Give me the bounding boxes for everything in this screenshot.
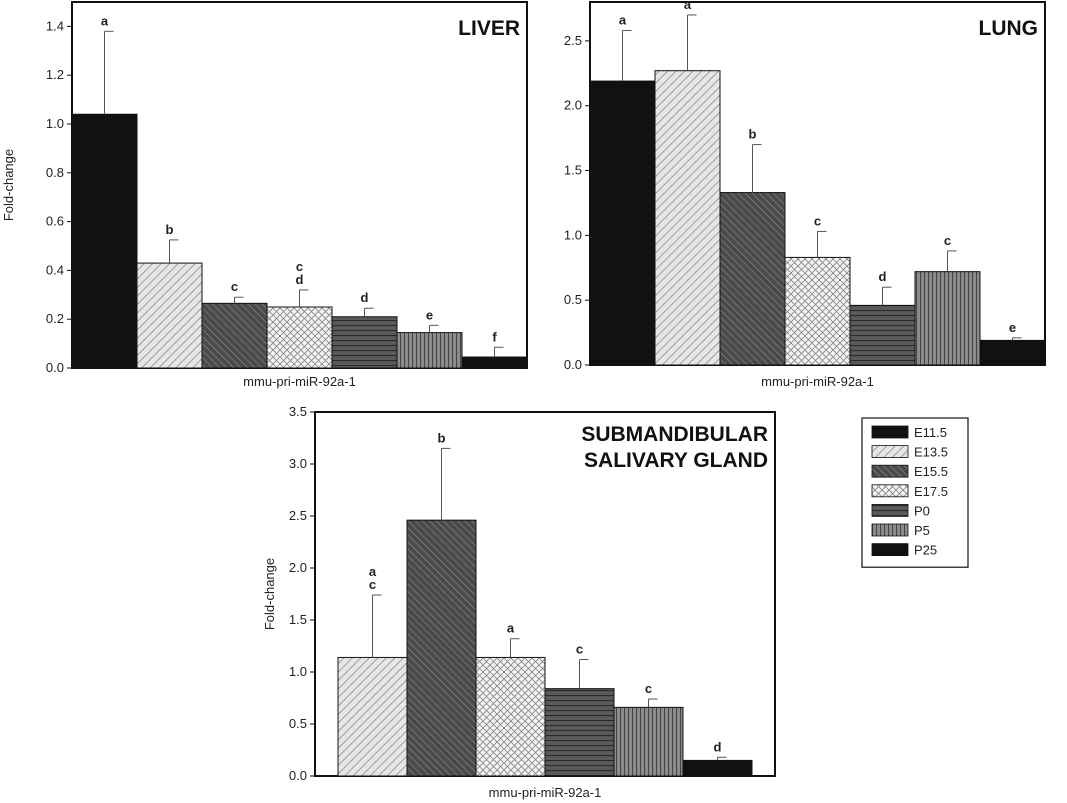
significance-label: a <box>369 564 377 579</box>
significance-label: c <box>296 259 303 274</box>
y-tick-label: 3.0 <box>289 456 307 471</box>
y-tick-label: 0.8 <box>46 165 64 180</box>
bar-p25 <box>979 339 1046 366</box>
bar-p5 <box>613 706 684 777</box>
bar-p25 <box>461 356 528 369</box>
significance-label: d <box>361 290 369 305</box>
bar-e15-5 <box>719 192 786 366</box>
bar-e17-5 <box>266 306 333 369</box>
legend-label: E11.5 <box>914 425 947 440</box>
lung-chart: 0.0 0.5 1.0 1.5 2.0 2.5 a a b c d c e LUNG mmu-pri-miR… <box>564 0 1046 389</box>
y-tick-label: 1.4 <box>46 18 64 33</box>
bar-p5 <box>396 332 463 369</box>
y-tick-label: 0.0 <box>289 768 307 783</box>
liver-chart: 0.00.20.40.60.81.01.21.4 abccddefLIVERmmu… <box>1 1 528 389</box>
y-axis-label: Fold-change <box>1 149 16 221</box>
significance-label: d <box>714 739 722 754</box>
significance-label: c <box>369 577 376 592</box>
significance-label: c <box>645 681 652 696</box>
y-tick-label: 0.4 <box>46 262 64 277</box>
significance-label: c <box>944 233 951 248</box>
y-tick-label: 1.0 <box>289 664 307 679</box>
significance-label: e <box>1009 320 1016 335</box>
significance-label: d <box>879 269 887 284</box>
legend-label: P0 <box>914 503 930 518</box>
significance-label: a <box>684 0 692 12</box>
bar-e13-5 <box>654 70 721 366</box>
y-tick-label: 2.5 <box>289 508 307 523</box>
legend-label: P5 <box>914 523 930 538</box>
y-tick-label: 0.0 <box>564 357 582 372</box>
y-tick-label: 2.5 <box>564 33 582 48</box>
bar-p0 <box>331 316 398 369</box>
y-tick-label: 2.0 <box>289 560 307 575</box>
significance-label: f <box>492 329 497 344</box>
bar-e11-5 <box>589 80 656 366</box>
y-tick-label: 0.2 <box>46 311 64 326</box>
x-axis-label: mmu-pri-miR-92a-1 <box>489 785 602 800</box>
legend-swatch <box>871 445 909 459</box>
bar-e13-5 <box>136 262 203 369</box>
y-tick-label: 0.6 <box>46 214 64 229</box>
bar-e17-5 <box>475 656 546 777</box>
significance-label: c <box>576 642 583 657</box>
legend-swatch <box>871 425 909 439</box>
y-tick-label: 3.5 <box>289 404 307 419</box>
x-axis-label: mmu-pri-miR-92a-1 <box>243 374 356 389</box>
bar-e15-5 <box>201 302 268 369</box>
legend-label: E13.5 <box>914 445 948 460</box>
panel-title: SALIVARY GLAND <box>584 449 768 472</box>
significance-label: e <box>426 307 433 322</box>
bar-p0 <box>544 688 615 777</box>
bar-e13-5 <box>337 656 408 777</box>
y-axis-label: Fold-change <box>262 558 277 630</box>
y-tick-label: 1.5 <box>289 612 307 627</box>
y-tick-label: 0.0 <box>46 360 64 375</box>
salivary-gland-chart: 0.00.51.01.52.02.53.03.5acbaccdSUBMANDIB… <box>262 404 776 800</box>
significance-label: c <box>814 213 821 228</box>
significance-label: b <box>166 222 174 237</box>
significance-label: b <box>749 127 757 142</box>
significance-label: a <box>507 621 515 636</box>
legend-swatch <box>871 464 909 478</box>
y-tick-label: 2.0 <box>564 98 582 113</box>
significance-label: b <box>438 430 446 445</box>
y-tick-label: 1.5 <box>564 163 582 178</box>
legend-swatch <box>871 503 909 517</box>
y-tick-label: 0.5 <box>564 292 582 307</box>
bar-p5 <box>914 271 981 366</box>
legend-label: E17.5 <box>914 484 948 499</box>
legend-label: P25 <box>914 543 937 558</box>
bar-e15-5 <box>406 519 477 777</box>
y-tick-label: 1.0 <box>46 116 64 131</box>
panel-title: LUNG <box>979 17 1039 40</box>
y-tick-label: 1.0 <box>564 227 582 242</box>
bar-p0 <box>849 304 916 366</box>
legend-swatch <box>871 523 909 537</box>
significance-label: a <box>619 13 627 28</box>
significance-label: a <box>101 13 109 28</box>
legend-label: E15.5 <box>914 464 948 479</box>
significance-label: d <box>296 272 304 287</box>
y-tick-label: 0.5 <box>289 716 307 731</box>
bar-e11-5 <box>71 113 138 369</box>
significance-label: c <box>231 279 238 294</box>
bar-e17-5 <box>784 256 851 366</box>
legend: E11.5 E13.5 E15.5 E17.5 P0 P5 P25 <box>861 417 969 568</box>
y-tick-label: 1.2 <box>46 67 64 82</box>
bar-p25 <box>682 759 753 777</box>
legend-swatch <box>871 543 909 556</box>
legend-swatch <box>871 484 909 498</box>
x-axis-label: mmu-pri-miR-92a-1 <box>761 374 874 389</box>
panel-title: SUBMANDIBULAR <box>581 423 768 446</box>
panel-title: LIVER <box>458 17 520 40</box>
